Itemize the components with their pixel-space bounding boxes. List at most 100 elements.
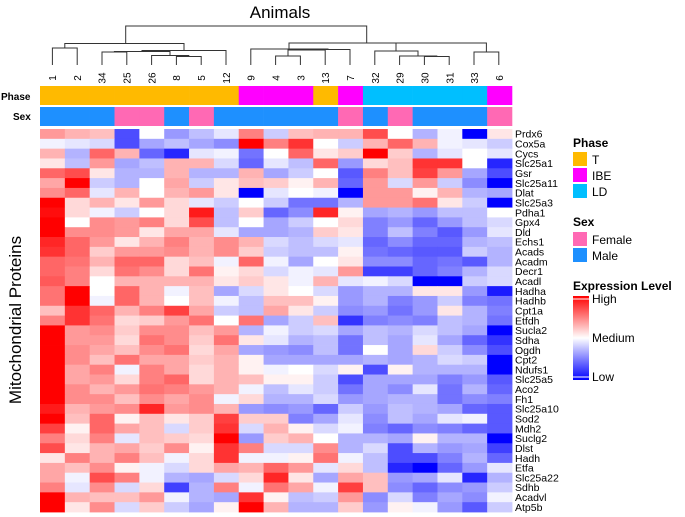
heatmap-cell [64, 187, 91, 199]
sex-annotation-cell [213, 107, 240, 126]
heatmap-cell [238, 315, 264, 326]
heatmap-cell [437, 345, 463, 356]
heatmap-cell [313, 197, 339, 208]
heatmap-cell [238, 276, 264, 287]
heatmap-cell [189, 168, 215, 179]
heatmap-cell [313, 148, 339, 159]
heatmap-cell [387, 197, 414, 208]
heatmap-cell [139, 286, 165, 297]
heatmap-cell [263, 453, 289, 464]
heatmap-cell [189, 335, 215, 346]
heatmap-cell [263, 168, 289, 179]
row-label: Ndufs1 [515, 364, 548, 376]
heatmap-cell [114, 325, 140, 336]
row-label: Gpx4 [515, 217, 540, 229]
heatmap-cell [164, 335, 190, 346]
row-label: Cpt1a [515, 305, 543, 317]
heatmap-cell [288, 129, 314, 140]
heatmap-cell [412, 148, 438, 159]
heatmap-cell [213, 482, 240, 493]
row-label: Fh1 [515, 394, 533, 406]
heatmap-cell [462, 168, 488, 179]
heatmap-cell [263, 384, 289, 395]
heatmap-cell [89, 178, 115, 189]
heatmap-cell [288, 138, 314, 150]
column-label: 1 [48, 75, 59, 81]
heatmap-cell [437, 492, 463, 503]
sex-annotation-cell [487, 107, 513, 126]
heatmap-cell [412, 364, 438, 375]
heatmap-cell [462, 305, 488, 316]
heatmap-cell [213, 354, 240, 366]
heatmap-cell [213, 276, 240, 287]
heatmap-cell [487, 335, 513, 346]
heatmap-cell [437, 325, 463, 336]
heatmap-cell [462, 413, 488, 425]
heatmap-cell [263, 482, 289, 493]
heatmap-cell [238, 246, 264, 258]
heatmap-cell [313, 217, 339, 228]
heatmap-cell [313, 276, 339, 287]
heatmap-cell [189, 472, 215, 483]
heatmap-cell [40, 325, 66, 336]
heatmap-cell [362, 462, 389, 474]
heatmap-cell [412, 256, 438, 267]
heatmap-cell [387, 295, 414, 307]
heatmap-cell [338, 403, 364, 415]
heatmap-cell [213, 472, 240, 483]
heatmap-cell [89, 354, 115, 366]
heatmap-cell [238, 129, 264, 140]
heatmap-cell [487, 266, 513, 277]
heatmap-cell [64, 433, 91, 444]
heatmap-cell [213, 443, 240, 454]
heatmap-cell [189, 187, 215, 199]
heatmap-cell [462, 443, 488, 454]
heatmap-cell [437, 354, 463, 366]
heatmap-cell [263, 492, 289, 503]
heatmap-cell [362, 482, 389, 493]
heatmap-cell [412, 207, 438, 218]
heatmap-cell [238, 325, 264, 336]
heatmap-cell [263, 246, 289, 258]
heatmap-cell [164, 462, 190, 474]
heatmap-cell [487, 423, 513, 434]
heatmap-cell [362, 345, 389, 356]
heatmap-cell [139, 394, 165, 405]
heatmap-cell [64, 178, 91, 189]
heatmap-cell [40, 129, 66, 140]
heatmap-cell [263, 129, 289, 140]
heatmap-cell [487, 433, 513, 444]
row-label: Aco2 [515, 384, 539, 396]
heatmap-cell [263, 138, 289, 150]
heatmap-cell [64, 472, 91, 483]
heatmap-cell [114, 364, 140, 375]
heatmap-cell [64, 246, 91, 258]
heatmap-cell [288, 276, 314, 287]
sex-annotation-label: Sex [13, 112, 31, 123]
heatmap-cell [238, 138, 264, 150]
heatmap-cell [313, 325, 339, 336]
heatmap-cell [387, 413, 414, 425]
heatmap-cell [40, 187, 66, 199]
heatmap-cell [64, 315, 91, 326]
heatmap-cell [462, 178, 488, 189]
heatmap-cell [462, 158, 488, 169]
heatmap-cell [114, 433, 140, 444]
heatmap-cell [313, 246, 339, 258]
heatmap-cell [313, 286, 339, 297]
heatmap-cell [189, 423, 215, 434]
heatmap-cell [139, 256, 165, 267]
heatmap-cell [313, 227, 339, 238]
heatmap-cell [189, 413, 215, 425]
heatmap-cell [238, 443, 264, 454]
heatmap-cell [338, 423, 364, 434]
phase-annotation-cell [64, 86, 90, 105]
phase-annotation-cell [164, 86, 190, 105]
heatmap-cell [437, 148, 463, 159]
heatmap-cell [89, 256, 115, 267]
heatmap-cell [437, 482, 463, 493]
heatmap-cell [412, 502, 438, 513]
legend-medium-label: Medium [592, 331, 635, 345]
heatmap-cell [313, 403, 339, 415]
heatmap-cell [89, 148, 115, 159]
